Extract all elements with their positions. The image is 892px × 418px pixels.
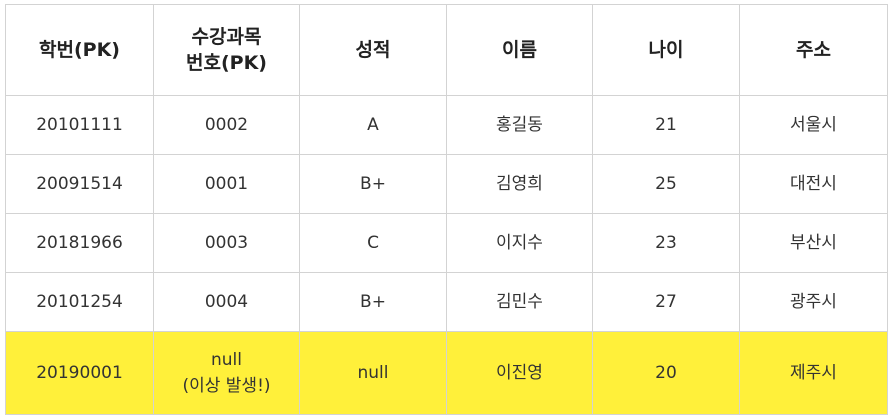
header-course-number-line-1: 수강과목 [191, 26, 262, 48]
header-course-number: 수강과목 번호(PK) [153, 4, 300, 96]
cell-name: 김민수 [446, 272, 593, 332]
cell-name: 이진영 [446, 331, 593, 415]
cell-grade: A [299, 95, 447, 155]
cell-age: 20 [592, 331, 740, 415]
table-row: 20091514 0001 B+ 김영희 25 대전시 [5, 154, 888, 214]
cell-name: 홍길동 [446, 95, 593, 155]
header-row: 학번(PK) 수강과목 번호(PK) 성적 이름 나이 주소 [5, 4, 888, 96]
header-student-id-label: 학번(PK) [39, 39, 120, 61]
header-name: 이름 [446, 4, 593, 96]
header-grade-label: 성적 [355, 39, 391, 61]
header-grade: 성적 [299, 4, 447, 96]
cell-course-number: 0004 [153, 272, 300, 332]
header-course-number-line-2: 번호(PK) [186, 52, 267, 74]
cell-course-number: 0001 [153, 154, 300, 214]
cell-course-number: 0002 [153, 95, 300, 155]
cell-address: 대전시 [739, 154, 888, 214]
cell-name: 김영희 [446, 154, 593, 214]
cell-address: 제주시 [739, 331, 888, 415]
cell-course-number: 0003 [153, 213, 300, 273]
cell-address: 광주시 [739, 272, 888, 332]
highlighted-table-row: 20190001 null (이상 발생!) null 이진영 20 제주시 [5, 331, 888, 415]
cell-age: 23 [592, 213, 740, 273]
cell-course-number-anomaly: null (이상 발생!) [153, 331, 300, 415]
cell-grade: null [299, 331, 447, 415]
cell-age: 25 [592, 154, 740, 214]
cell-student-id: 20101111 [5, 95, 154, 155]
student-course-table: 학번(PK) 수강과목 번호(PK) 성적 이름 나이 주소 20101111 … [5, 4, 888, 415]
cell-age: 21 [592, 95, 740, 155]
cell-grade: B+ [299, 154, 447, 214]
cell-student-id: 20181966 [5, 213, 154, 273]
header-age: 나이 [592, 4, 740, 96]
table-row: 20101254 0004 B+ 김민수 27 광주시 [5, 272, 888, 332]
cell-grade: C [299, 213, 447, 273]
header-address: 주소 [739, 4, 888, 96]
anomaly-null-text: null [211, 350, 242, 370]
header-student-id: 학번(PK) [5, 4, 154, 96]
cell-student-id: 20190001 [5, 331, 154, 415]
cell-name: 이지수 [446, 213, 593, 273]
anomaly-warning-text: (이상 발생!) [182, 376, 271, 396]
cell-grade: B+ [299, 272, 447, 332]
cell-student-id: 20091514 [5, 154, 154, 214]
cell-address: 서울시 [739, 95, 888, 155]
table-row: 20101111 0002 A 홍길동 21 서울시 [5, 95, 888, 155]
header-name-label: 이름 [502, 39, 537, 61]
cell-student-id: 20101254 [5, 272, 154, 332]
header-age-label: 나이 [648, 39, 684, 61]
header-address-label: 주소 [796, 39, 831, 61]
table-row: 20181966 0003 C 이지수 23 부산시 [5, 213, 888, 273]
cell-age: 27 [592, 272, 740, 332]
cell-address: 부산시 [739, 213, 888, 273]
